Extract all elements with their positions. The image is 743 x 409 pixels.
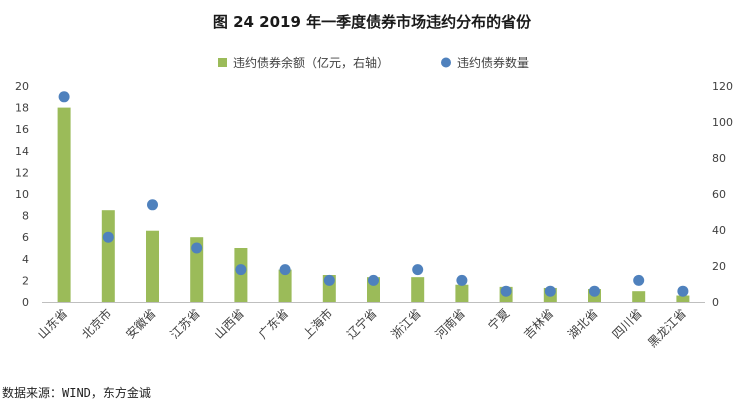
legend-label-bar: 违约债券余额（亿元，右轴） bbox=[233, 55, 389, 70]
legend: 违约债券余额（亿元，右轴） 违约债券数量 bbox=[218, 55, 529, 70]
left-tick-label: 18 bbox=[15, 102, 29, 115]
chart-title: 图 24 2019 年一季度债券市场违约分布的省份 bbox=[213, 13, 532, 31]
scatter-point bbox=[279, 264, 291, 276]
bar bbox=[411, 277, 425, 302]
left-tick-label: 4 bbox=[22, 253, 29, 266]
left-tick-label: 12 bbox=[15, 166, 29, 179]
bar bbox=[57, 107, 71, 302]
category-label: 广东省 bbox=[256, 306, 291, 341]
right-tick-label: 80 bbox=[712, 152, 726, 165]
scatter-point bbox=[412, 264, 424, 276]
category-label: 湖北省 bbox=[565, 306, 601, 342]
category-label: 黑龙江省 bbox=[645, 306, 689, 350]
scatter-point bbox=[368, 274, 379, 286]
category-label: 四川省 bbox=[609, 306, 644, 341]
x-axis: 山东省 北京市 安徽省 江苏省 山西省 广东省 上海市 辽宁省 浙江省 河南省 宁夏 吉林省 湖北省 四川… bbox=[35, 302, 705, 350]
category-label: 上海市 bbox=[299, 306, 335, 342]
scatter-point bbox=[456, 274, 468, 286]
category-label: 辽宁省 bbox=[344, 306, 380, 342]
bar bbox=[146, 230, 159, 302]
scatter-point bbox=[235, 264, 247, 276]
left-tick-label: 2 bbox=[22, 274, 29, 287]
scatter-point bbox=[323, 274, 335, 286]
scatter-point bbox=[677, 285, 689, 297]
category-label: 河南省 bbox=[432, 306, 468, 342]
bar bbox=[278, 269, 292, 302]
left-tick-label: 6 bbox=[22, 231, 29, 244]
right-tick-label: 100 bbox=[712, 116, 733, 129]
category-label: 浙江省 bbox=[388, 306, 423, 341]
bar bbox=[676, 295, 690, 302]
right-axis: 0 20 40 60 80 100 120 bbox=[712, 80, 733, 309]
category-label: 吉林省 bbox=[521, 306, 556, 341]
left-tick-label: 0 bbox=[22, 296, 29, 309]
legend-swatch-bar bbox=[218, 58, 227, 67]
scatter-point bbox=[102, 231, 114, 243]
category-label: 江苏省 bbox=[167, 306, 202, 341]
right-tick-label: 0 bbox=[712, 296, 719, 309]
left-tick-label: 8 bbox=[22, 210, 29, 223]
scatter-point bbox=[500, 285, 512, 297]
source-note: 数据来源：WIND，东方金诚 bbox=[2, 386, 151, 400]
bar bbox=[455, 284, 469, 302]
legend-label-scatter: 违约债券数量 bbox=[457, 55, 529, 70]
right-tick-label: 60 bbox=[712, 188, 726, 201]
left-axis: 0 2 4 6 8 10 12 14 16 18 20 bbox=[15, 80, 29, 309]
scatter-point bbox=[191, 242, 203, 254]
left-tick-label: 10 bbox=[15, 188, 29, 201]
bar bbox=[190, 237, 204, 302]
bar bbox=[101, 210, 115, 302]
category-label: 山西省 bbox=[212, 306, 247, 341]
bar bbox=[632, 291, 646, 302]
scatter-point bbox=[633, 274, 645, 286]
left-tick-label: 20 bbox=[15, 80, 29, 93]
right-tick-label: 40 bbox=[712, 224, 726, 237]
scatter-point bbox=[589, 285, 600, 297]
scatter-point bbox=[58, 91, 70, 103]
category-label: 山东省 bbox=[35, 306, 70, 341]
left-tick-label: 14 bbox=[15, 145, 29, 158]
right-tick-label: 20 bbox=[712, 260, 726, 273]
legend-swatch-scatter bbox=[441, 57, 451, 68]
category-label: 宁夏 bbox=[485, 306, 513, 334]
category-label: 安徽省 bbox=[123, 306, 159, 342]
right-tick-label: 120 bbox=[712, 80, 733, 93]
scatter-point bbox=[147, 199, 158, 211]
scatter-series bbox=[58, 91, 689, 297]
left-tick-label: 16 bbox=[15, 123, 29, 136]
category-label: 北京市 bbox=[78, 306, 114, 342]
scatter-point bbox=[544, 285, 556, 297]
